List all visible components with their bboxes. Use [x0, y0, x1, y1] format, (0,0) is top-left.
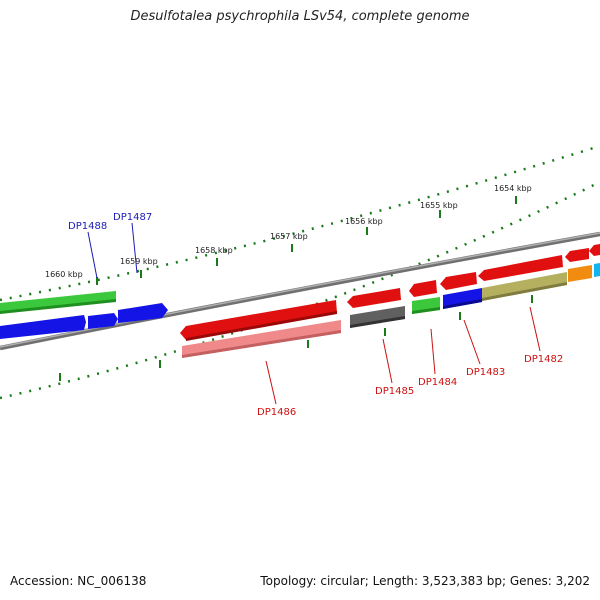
gene-label-dp1488: DP1488 [68, 221, 107, 232]
reverse-strand [180, 244, 600, 358]
kbp-label: 1659 kbp [120, 257, 158, 266]
gene-label-dp1484: DP1484 [418, 377, 457, 388]
topology-text: Topology: circular; Length: 3,523,383 bp… [260, 574, 590, 588]
gene-red-right-1[interactable] [565, 248, 589, 262]
gene-dp1485[interactable] [350, 306, 405, 328]
map-title: Desulfotalea psychrophila LSv54, complet… [130, 9, 470, 24]
gene-cyan[interactable] [594, 263, 600, 277]
gene-label-dp1485: DP1485 [375, 386, 414, 397]
gene-dp1482[interactable] [482, 272, 567, 301]
gene-label-dp1486: DP1486 [257, 407, 296, 418]
gene-orange[interactable] [568, 265, 592, 282]
gene-red-dp1483[interactable] [440, 272, 477, 290]
kbp-label: 1656 kbp [345, 217, 383, 226]
gene-blue-2[interactable] [88, 313, 118, 329]
gene-red-dp1484[interactable] [409, 280, 437, 297]
leader-lines [87, 222, 541, 405]
forward-strand [0, 291, 168, 339]
gene-label-dp1482: DP1482 [524, 354, 563, 365]
kbp-label: 1655 kbp [420, 201, 458, 210]
gene-label-dp1487: DP1487 [113, 212, 152, 223]
kbp-label: 1654 kbp [494, 184, 532, 193]
kbp-label: 1657 kbp [270, 232, 308, 241]
gene-blue-dp1487[interactable] [118, 303, 168, 323]
kbp-label: 1660 kbp [45, 270, 83, 279]
gene-blue-1[interactable] [0, 315, 86, 339]
gene-green-top[interactable] [0, 291, 116, 313]
gene-red-dp1482[interactable] [478, 255, 563, 281]
major-ticks [59, 196, 533, 381]
gene-pink[interactable] [182, 320, 341, 358]
gene-red-dp1485[interactable] [347, 288, 401, 308]
kbp-label: 1658 kbp [195, 246, 233, 255]
accession-text: Accession: NC_006138 [10, 574, 147, 588]
gene-dp1486[interactable] [180, 300, 337, 340]
gene-red-right-2[interactable] [589, 244, 600, 256]
outer-tick-track [0, 144, 600, 302]
gene-label-dp1483: DP1483 [466, 367, 505, 378]
genome-backbone [0, 231, 600, 351]
